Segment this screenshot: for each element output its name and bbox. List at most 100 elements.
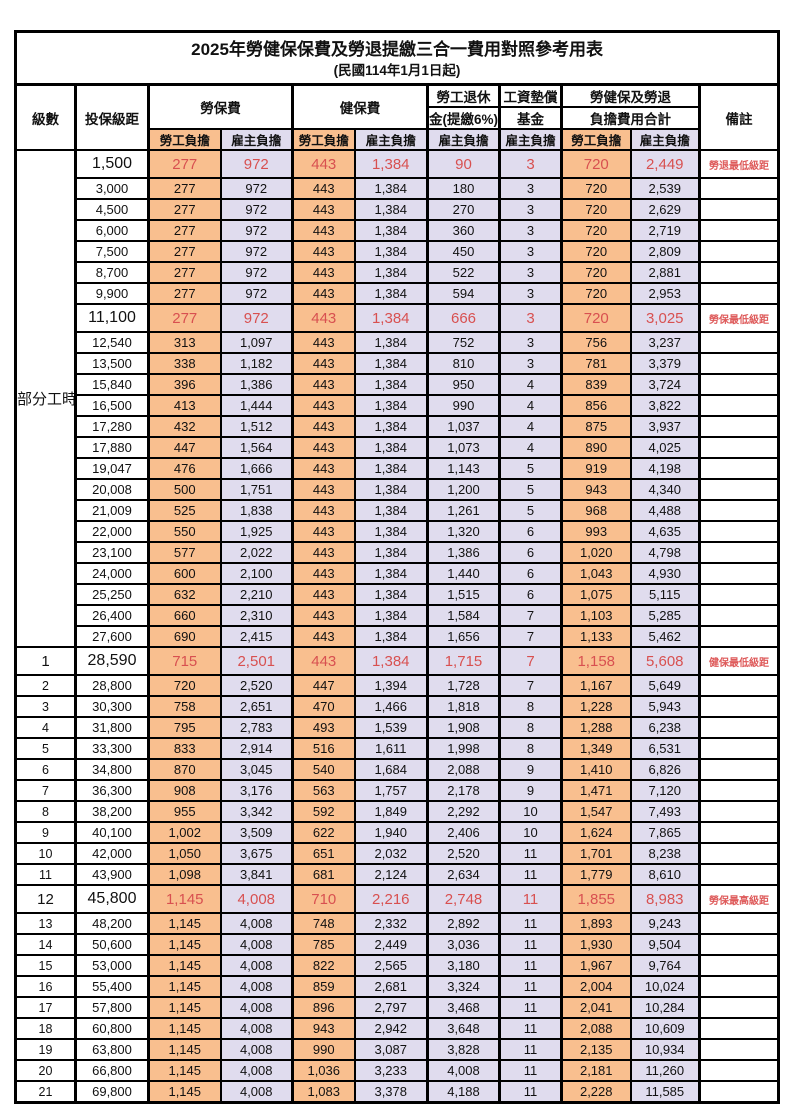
- fee-cell: 1,940: [353, 821, 429, 844]
- fee-cell: 5: [498, 478, 563, 501]
- fee-cell: 3,176: [219, 779, 294, 802]
- fee-cell: 10,934: [629, 1038, 701, 1061]
- fee-cell: 443: [291, 625, 356, 648]
- table-row: 11 43,900 1,098 3,841 681 2,124 2,634 11 1,779 8,…: [14, 863, 780, 886]
- fee-cell: 758: [147, 695, 222, 718]
- fee-cell: 2,135: [560, 1038, 632, 1061]
- salary-bracket-cell: 23,100: [74, 541, 150, 564]
- table-row: 7 36,300 908 3,176 563 1,757 2,178 9 1,471 7,120: [14, 779, 780, 802]
- fee-cell: 2,634: [426, 863, 501, 886]
- fee-cell: 666: [426, 303, 501, 333]
- remark-cell: [697, 1017, 780, 1040]
- salary-bracket-cell: 13,500: [74, 352, 150, 375]
- table-row: 18 60,800 1,145 4,008 943 2,942 3,648 11 2,088 10…: [14, 1017, 780, 1040]
- fee-cell: 1,512: [219, 415, 294, 438]
- fee-cell: 11,585: [629, 1080, 701, 1104]
- subheader-total-employee: 勞工負擔: [560, 128, 632, 151]
- fee-cell: 432: [147, 415, 222, 438]
- fee-cell: 896: [291, 996, 356, 1019]
- col-header-health-insurance: 健保費: [291, 83, 429, 130]
- fee-cell: 2,088: [560, 1017, 632, 1040]
- subheader-labor-employee: 勞工負擔: [147, 128, 222, 151]
- fee-cell: 3,724: [629, 373, 701, 396]
- fee-cell: 443: [291, 562, 356, 585]
- remark-cell: [697, 625, 780, 648]
- fee-cell: 1,684: [353, 758, 429, 781]
- remark-cell: [697, 842, 780, 865]
- salary-bracket-cell: 3,000: [74, 177, 150, 200]
- level-cell: 16: [14, 975, 77, 998]
- level-cell: 6: [14, 758, 77, 781]
- fee-cell: 1,145: [147, 1080, 222, 1104]
- level-cell: 3: [14, 695, 77, 718]
- table-row: 22,000 550 1,925 443 1,384 1,320 6 993 4,635: [16, 520, 780, 543]
- fee-cell: 11: [498, 842, 563, 865]
- fee-cell: 447: [291, 674, 356, 697]
- fee-cell: 972: [219, 198, 294, 221]
- subheader-wage-fund-employer: 雇主負擔: [498, 128, 563, 151]
- header-row-2: 金(提繳6%) 基金 負擔費用合計: [16, 106, 779, 130]
- fee-cell: 3: [498, 149, 563, 179]
- remark-cell: [697, 1038, 780, 1061]
- fee-cell: 5: [498, 499, 563, 522]
- salary-bracket-cell: 9,900: [74, 282, 150, 305]
- fee-cell: 720: [147, 674, 222, 697]
- fee-cell: 277: [147, 261, 222, 284]
- fee-cell: 4: [498, 394, 563, 417]
- fee-cell: 1,967: [560, 954, 632, 977]
- table-body: 部分工時 1,500 277 972 443 1,384 90 3 720 2,449 勞退最低級距…: [14, 149, 780, 1104]
- fee-cell: 277: [147, 303, 222, 333]
- fee-cell: 5,462: [629, 625, 701, 648]
- remark-cell: [697, 177, 780, 200]
- fee-cell: 4,008: [219, 1059, 294, 1082]
- fee-cell: 7: [498, 646, 563, 676]
- fee-cell: 833: [147, 737, 222, 760]
- fee-cell: 11: [498, 884, 563, 914]
- level-cell: 19: [14, 1038, 77, 1061]
- fee-cell: 11: [498, 863, 563, 886]
- fee-cell: 3,379: [629, 352, 701, 375]
- remark-cell: [697, 499, 780, 522]
- level-cell: 15: [14, 954, 77, 977]
- fee-cell: 1,133: [560, 625, 632, 648]
- table-row: 15 53,000 1,145 4,008 822 2,565 3,180 11 1,967 9,…: [14, 954, 780, 977]
- col-header-total-line1: 勞健保及勞退: [560, 83, 701, 108]
- fee-cell: 1,584: [426, 604, 501, 627]
- fee-cell: 1,097: [219, 331, 294, 354]
- fee-cell: 1,849: [353, 800, 429, 823]
- fee-cell: 443: [291, 219, 356, 242]
- fee-cell: 10,609: [629, 1017, 701, 1040]
- fee-cell: 2,124: [353, 863, 429, 886]
- remark-cell: [697, 954, 780, 977]
- fee-cell: 1,384: [353, 149, 429, 179]
- fee-cell: 8,983: [629, 884, 701, 914]
- fee-cell: 3,378: [353, 1080, 429, 1104]
- fee-cell: 577: [147, 541, 222, 564]
- level-cell: 20: [14, 1059, 77, 1082]
- fee-cell: 2,809: [629, 240, 701, 263]
- fee-cell: 1,103: [560, 604, 632, 627]
- remark-cell: [697, 352, 780, 375]
- fee-cell: 4: [498, 373, 563, 396]
- fee-cell: 2,719: [629, 219, 701, 242]
- table-row: 19,047 476 1,666 443 1,384 1,143 5 919 4,198: [16, 457, 780, 480]
- fee-cell: 3: [498, 331, 563, 354]
- fee-cell: 11: [498, 1059, 563, 1082]
- fee-cell: 1,384: [353, 177, 429, 200]
- fee-cell: 443: [291, 240, 356, 263]
- fee-cell: 396: [147, 373, 222, 396]
- table-row: 17 57,800 1,145 4,008 896 2,797 3,468 11 2,041 10…: [14, 996, 780, 1019]
- fee-cell: 3: [498, 303, 563, 333]
- fee-cell: 890: [560, 436, 632, 459]
- fee-cell: 2,953: [629, 282, 701, 305]
- subheader-labor-employer: 雇主負擔: [219, 128, 294, 151]
- fee-cell: 875: [560, 415, 632, 438]
- fee-cell: 443: [291, 499, 356, 522]
- fee-cell: 1,386: [426, 541, 501, 564]
- fee-cell: 2,100: [219, 562, 294, 585]
- col-header-total-line2: 負擔費用合計: [560, 106, 701, 130]
- fee-cell: 950: [426, 373, 501, 396]
- fee-cell: 1,930: [560, 933, 632, 956]
- fee-cell: 516: [291, 737, 356, 760]
- table-row: 16 55,400 1,145 4,008 859 2,681 3,324 11 2,004 10…: [14, 975, 780, 998]
